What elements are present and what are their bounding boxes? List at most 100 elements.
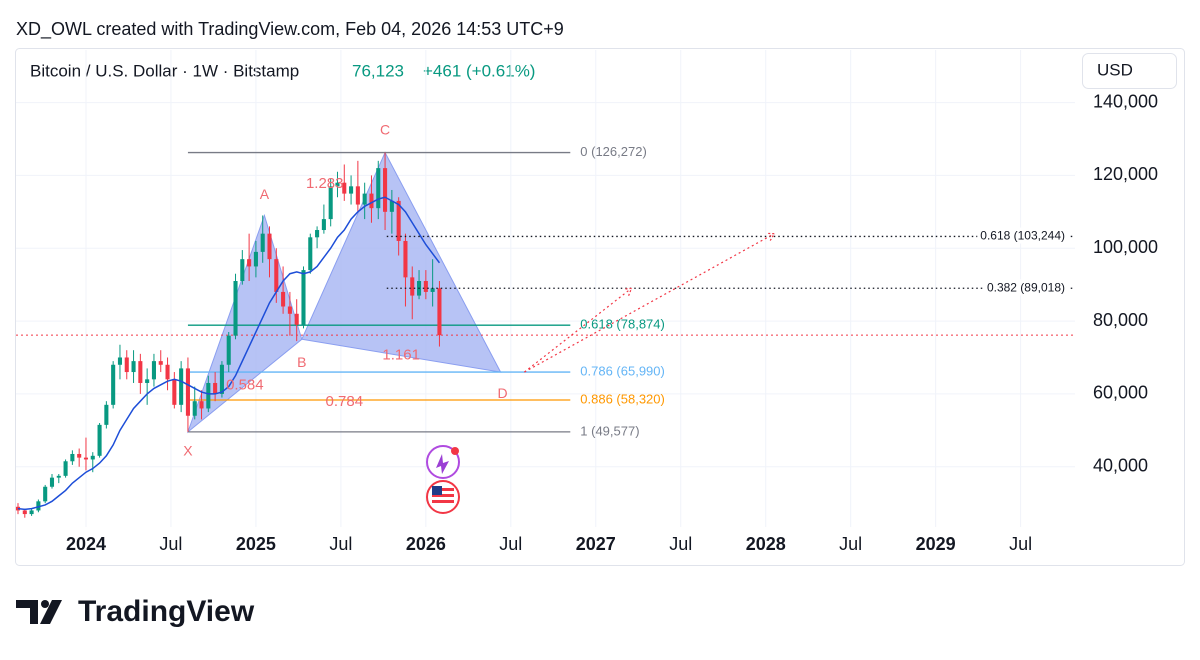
candle-body xyxy=(335,182,340,187)
x-tick-label: Jul xyxy=(669,534,692,554)
symbol: Bitcoin / U.S. Dollar · 1W · Bitstamp xyxy=(30,61,299,80)
x-tick-label: 2029 xyxy=(916,534,956,554)
y-tick-label: 60,000 xyxy=(1093,383,1148,403)
pattern-ratio: 1.283 xyxy=(306,175,344,192)
candle-body xyxy=(437,288,442,336)
candle-body xyxy=(328,186,333,220)
candle-body xyxy=(349,186,354,194)
candle-body xyxy=(111,364,116,405)
candle-body xyxy=(294,313,299,325)
arrow-head xyxy=(623,287,633,296)
x-tick-label: 2024 xyxy=(66,534,106,554)
candle-body xyxy=(29,510,34,515)
candle-body xyxy=(287,306,292,314)
candle-body xyxy=(226,335,231,365)
candle-body xyxy=(199,401,204,409)
candle-body xyxy=(247,259,252,267)
candle-body xyxy=(43,486,48,502)
candle-body xyxy=(104,404,109,425)
brand-name: TradingView xyxy=(78,595,255,628)
x-tick-label: Jul xyxy=(159,534,182,554)
candle-body xyxy=(77,453,82,458)
x-tick-label: Jul xyxy=(839,534,862,554)
pattern-point-label: C xyxy=(380,121,390,137)
fib-label: 0.886 (58,320) xyxy=(580,391,665,406)
target-label-bg xyxy=(977,227,1069,244)
candle-body xyxy=(321,219,326,231)
brand-logo xyxy=(16,600,62,624)
chart-frame xyxy=(15,48,1185,566)
pattern-point-label: X xyxy=(183,443,193,459)
currency-button[interactable] xyxy=(1082,53,1177,89)
candle-body xyxy=(274,259,279,292)
event-icons xyxy=(426,445,460,514)
attribution: XD_OWL created with TradingView.com, Feb… xyxy=(16,19,564,40)
candle-body xyxy=(383,168,388,212)
target-label: 0.382 (89,018) xyxy=(987,280,1065,294)
candle-body xyxy=(151,361,156,380)
candle-body xyxy=(63,461,68,476)
pattern-ratio: 0.784 xyxy=(326,393,364,410)
target-label: 0.618 (103,244) xyxy=(980,229,1065,243)
pattern-ratio: 0.584 xyxy=(226,377,264,394)
candle-body xyxy=(22,510,27,515)
currency: USD xyxy=(1097,60,1133,79)
candle-body xyxy=(131,361,136,373)
fib-label: 0.618 (78,874) xyxy=(580,317,665,332)
pattern-point-label: A xyxy=(260,186,270,202)
candle-body xyxy=(172,379,177,405)
pattern-wing xyxy=(301,151,502,373)
y-tick-label: 100,000 xyxy=(1093,237,1158,257)
candle-body xyxy=(90,455,95,460)
candle-body xyxy=(308,237,313,271)
candle-body xyxy=(389,200,394,212)
x-tick-label: 2027 xyxy=(576,534,616,554)
pattern-point-label: D xyxy=(498,385,508,401)
candle-body xyxy=(403,240,408,278)
candle-body xyxy=(260,233,265,252)
candle-body xyxy=(165,364,170,380)
candle-body xyxy=(301,270,306,325)
target-label-bg xyxy=(983,279,1068,296)
x-tick-label: 2025 xyxy=(236,534,276,554)
y-tick-label: 80,000 xyxy=(1093,310,1148,330)
candle-body xyxy=(117,357,123,365)
candle-body xyxy=(70,453,75,462)
candle-body xyxy=(83,457,89,460)
y-tick-label: 140,000 xyxy=(1093,91,1158,111)
y-tick-label: 120,000 xyxy=(1093,164,1158,184)
candle-body xyxy=(192,401,197,416)
candle-body xyxy=(369,193,374,209)
candle-body xyxy=(97,424,102,456)
fib-label: 0 (126,272) xyxy=(580,144,647,159)
y-tick-label: 40,000 xyxy=(1093,455,1148,475)
candle-body xyxy=(396,200,401,241)
moving-average xyxy=(17,196,441,511)
candle-body xyxy=(56,475,61,478)
candle-body xyxy=(124,357,129,373)
candle-body xyxy=(179,368,184,405)
candle-body xyxy=(240,259,245,282)
candle-body xyxy=(376,168,381,209)
candle-body xyxy=(430,288,435,292)
candle-body xyxy=(423,281,428,292)
x-tick-label: Jul xyxy=(1009,534,1032,554)
candle-body xyxy=(281,291,286,307)
pattern-point-label: B xyxy=(297,354,306,370)
candle-body xyxy=(145,379,150,383)
fib-label: 1 (49,577) xyxy=(580,423,639,438)
candle-body xyxy=(342,182,347,194)
candle-body xyxy=(219,364,224,394)
last-price: 76,123 xyxy=(352,61,404,80)
x-tick-label: 2026 xyxy=(406,534,446,554)
price-change: +461 (+0.61%) xyxy=(423,61,535,80)
candle-body xyxy=(267,233,272,260)
plot-area: 2024 Jul 2025 Jul 2026 Jul 2027 Jul 2028 Jul 2029 J… xyxy=(15,50,1158,554)
candle-body xyxy=(206,382,211,409)
candle-body xyxy=(185,368,190,416)
arrow-head xyxy=(766,232,776,241)
x-tick-label: 2028 xyxy=(746,534,786,554)
candle-body xyxy=(253,251,258,267)
